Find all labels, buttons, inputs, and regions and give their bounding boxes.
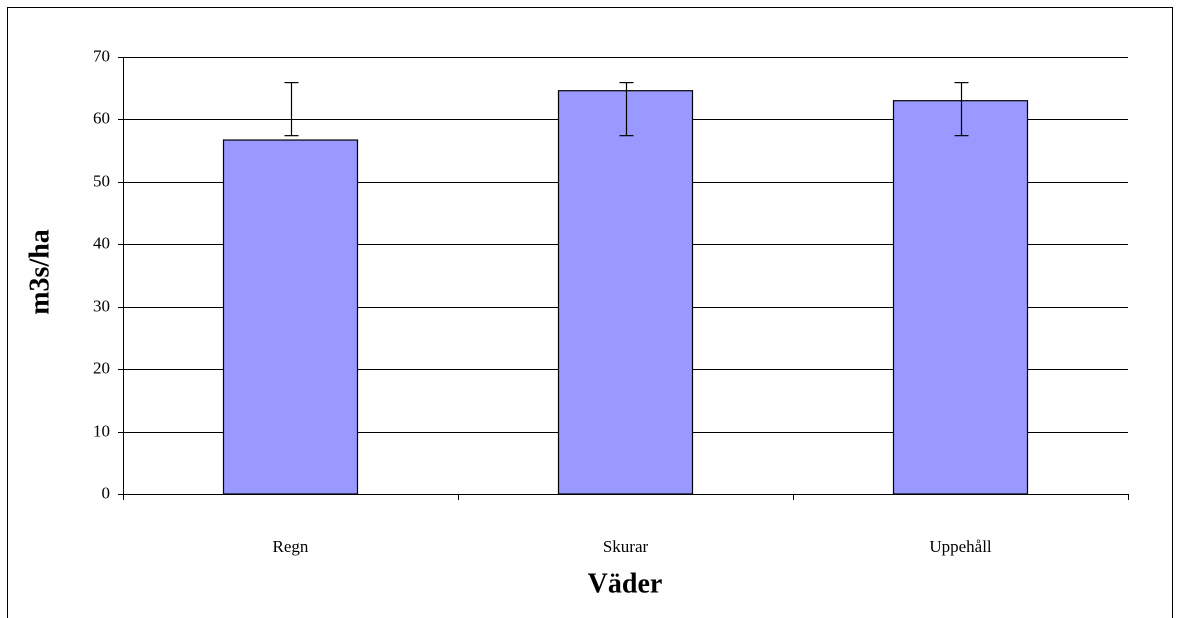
- y-tick-label: 10: [93, 421, 110, 440]
- error-bar: [619, 81, 634, 137]
- error-bar: [284, 81, 299, 137]
- x-tick-label: Regn: [273, 537, 309, 556]
- y-tick-label: 30: [93, 296, 110, 315]
- y-tick-label: 20: [93, 358, 110, 377]
- y-tick-label: 60: [93, 108, 110, 127]
- y-axis-title: m3s/ha: [24, 229, 55, 315]
- bar: [892, 100, 1029, 495]
- chart-frame: [7, 7, 1173, 618]
- y-tick-label: 40: [93, 233, 110, 252]
- bar: [222, 139, 359, 495]
- y-tick-label: 50: [93, 171, 110, 190]
- y-tick-label: 70: [93, 46, 110, 65]
- y-tick-label: 0: [102, 483, 111, 502]
- bar: [557, 90, 694, 495]
- x-tick-label: Uppehåll: [929, 537, 992, 556]
- error-bar: [954, 81, 969, 137]
- x-tick-label: Skurar: [603, 537, 649, 556]
- x-axis-title: Väder: [588, 568, 663, 599]
